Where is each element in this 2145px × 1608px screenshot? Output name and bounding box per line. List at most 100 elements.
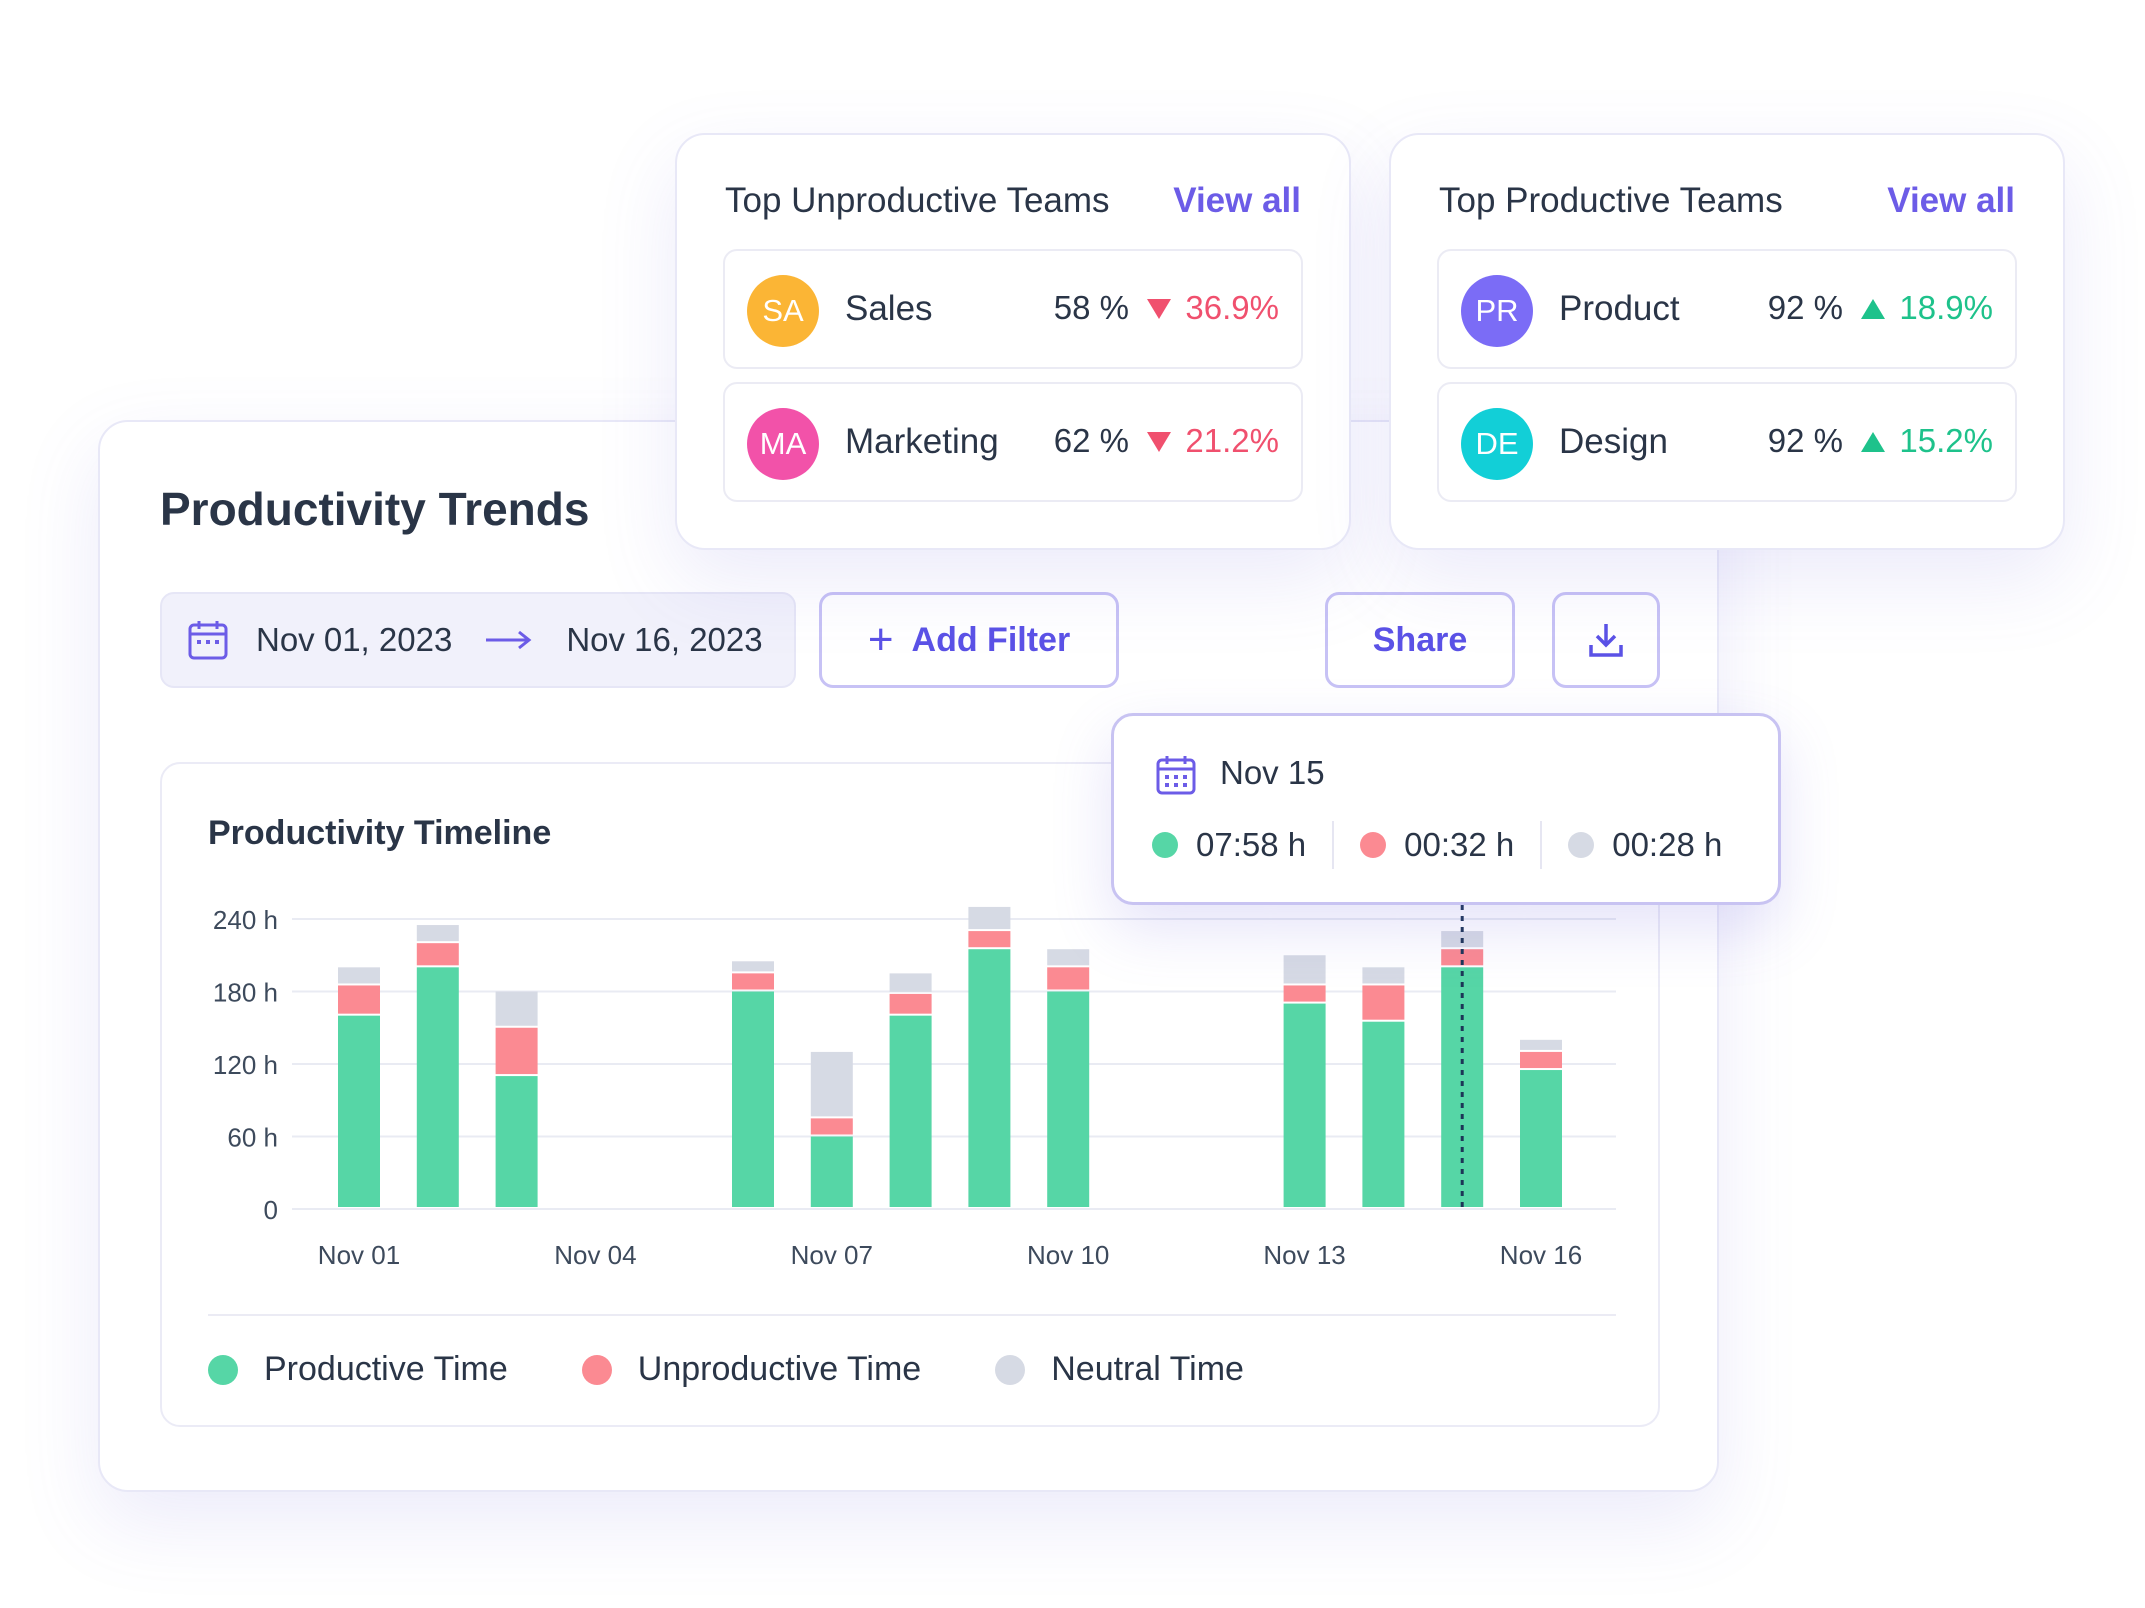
x-tick-label: Nov 13: [1263, 1240, 1345, 1270]
unproductive-bar-segment: [1362, 985, 1405, 1020]
chart-tooltip: Nov 15 07:58 h 00:32 h 00:28 h: [1111, 713, 1781, 905]
team-percentage: 62 %: [1053, 422, 1129, 459]
chart-title: Productivity Timeline: [208, 814, 552, 852]
x-tick-label: Nov 16: [1500, 1240, 1582, 1270]
y-tick-label: 0: [264, 1195, 278, 1225]
neutral-dot: [1568, 832, 1595, 858]
team-name: Sales: [845, 289, 933, 328]
y-tick-label: 180 h: [213, 978, 278, 1008]
avatar: MA: [747, 408, 819, 480]
calendar-icon: [1156, 756, 1196, 795]
tooltip-neutral: 00:28 h: [1568, 826, 1722, 864]
productive-bar-segment: [495, 1076, 538, 1207]
share-label: Share: [1372, 620, 1468, 659]
download-icon: [1589, 624, 1623, 657]
arrow-right-icon: [486, 630, 532, 650]
productive-bar-segment: [338, 1015, 380, 1207]
add-filter-label: Add Filter: [911, 620, 1071, 659]
team-change: 36.9%: [1185, 289, 1279, 326]
y-tick-label: 120 h: [213, 1050, 278, 1080]
unproductive-bar-segment: [416, 943, 459, 966]
team-row-product[interactable]: PR Product 92 % 18.9%: [1437, 249, 2017, 369]
neutral-bar-segment: [416, 925, 459, 942]
view-all-link[interactable]: View all: [1887, 181, 2015, 220]
productivity-timeline-chart: 0 60 h 120 h 180 h 240 h Nov 01 Nov 04 Nov 07 No…: [213, 894, 1616, 1270]
trend-up-icon: [1861, 299, 1885, 319]
neutral-bar-segment: [1362, 967, 1405, 984]
share-button[interactable]: Share: [1325, 592, 1515, 688]
productive-bar-segment: [416, 967, 459, 1207]
productive-bar-segment: [1283, 1003, 1326, 1207]
x-tick-label: Nov 10: [1027, 1240, 1109, 1270]
team-change: 15.2%: [1899, 422, 1993, 459]
divider: [208, 1314, 1616, 1316]
y-tick-label: 60 h: [227, 1123, 278, 1153]
neutral-bar-segment: [338, 967, 380, 984]
separator: [1540, 821, 1543, 869]
unproductive-bar-segment: [1047, 967, 1090, 990]
productive-bar-segment: [1047, 991, 1090, 1207]
team-change: 21.2%: [1185, 422, 1279, 459]
tooltip-unproductive: 00:32 h: [1360, 826, 1514, 864]
team-percentage: 92 %: [1767, 289, 1843, 326]
x-tick-label: Nov 04: [554, 1240, 636, 1270]
plus-icon: +: [867, 615, 894, 664]
trend-down-icon: [1147, 299, 1171, 319]
trend-down-icon: [1147, 432, 1171, 452]
neutral-bar-segment: [889, 973, 932, 992]
neutral-bar-segment: [732, 961, 774, 972]
chart-legend: Productive Time Unproductive Time Neutra…: [208, 1350, 1318, 1389]
x-tick-label: Nov 01: [318, 1240, 400, 1270]
card-title: Top Productive Teams: [1439, 181, 1783, 220]
download-button[interactable]: [1552, 592, 1660, 688]
tooltip-productive: 07:58 h: [1152, 826, 1306, 864]
top-productive-teams-card: Top Productive Teams View all PR Product…: [1389, 133, 2065, 550]
tooltip-values: 07:58 h 00:32 h 00:28 h: [1152, 821, 1722, 869]
productive-bar-segment: [810, 1136, 853, 1207]
avatar: SA: [747, 275, 819, 347]
productive-bar-segment: [1362, 1021, 1405, 1207]
team-change: 18.9%: [1899, 289, 1993, 326]
unproductive-bar-segment: [732, 973, 774, 990]
unproductive-bar-segment: [1520, 1051, 1562, 1069]
productive-bar-segment: [732, 991, 774, 1207]
team-row-sales[interactable]: SA Sales 58 % 36.9%: [723, 249, 1303, 369]
separator: [1332, 821, 1335, 869]
legend-dot-unproductive: [581, 1354, 612, 1385]
avatar: DE: [1461, 408, 1533, 480]
legend-item-productive: Productive Time: [208, 1350, 508, 1389]
neutral-bar-segment: [968, 906, 1011, 930]
team-name: Product: [1559, 289, 1680, 328]
team-row-design[interactable]: DE Design 92 % 15.2%: [1437, 382, 2017, 502]
unproductive-bar-segment: [495, 1027, 538, 1075]
team-row-marketing[interactable]: MA Marketing 62 % 21.2%: [723, 382, 1303, 502]
add-filter-button[interactable]: + Add Filter: [819, 592, 1119, 688]
unproductive-bar-segment: [889, 993, 932, 1014]
date-end: Nov 16, 2023: [566, 621, 763, 658]
trend-up-icon: [1861, 432, 1885, 452]
neutral-bar-segment: [1047, 949, 1090, 966]
unproductive-bar-segment: [968, 931, 1011, 948]
productivity-trends-card: Productivity Trends Nov 01, 2023 Nov 16,…: [98, 420, 1719, 1492]
legend-item-neutral: Neutral Time: [995, 1350, 1244, 1389]
neutral-bar-segment: [1283, 955, 1326, 984]
unproductive-bar-segment: [1441, 949, 1484, 966]
tooltip-productive-value: 07:58 h: [1196, 826, 1307, 863]
legend-label-unproductive: Unproductive Time: [637, 1350, 922, 1388]
card-title: Top Unproductive Teams: [725, 181, 1110, 220]
legend-dot-productive: [208, 1354, 238, 1385]
legend-label-neutral: Neutral Time: [1051, 1350, 1244, 1388]
team-percentage: 92 %: [1767, 422, 1843, 459]
x-tick-label: Nov 07: [791, 1240, 873, 1270]
legend-dot-neutral: [995, 1354, 1026, 1385]
unproductive-dot: [1360, 832, 1387, 858]
productive-bar-segment: [1520, 1070, 1562, 1207]
legend-item-unproductive: Unproductive Time: [581, 1350, 922, 1389]
view-all-link[interactable]: View all: [1173, 181, 1301, 220]
team-percentage: 58 %: [1053, 289, 1129, 326]
page-title: Productivity Trends: [160, 483, 590, 535]
productive-bar-segment: [889, 1015, 932, 1207]
productive-dot: [1152, 832, 1178, 858]
date-range-picker[interactable]: Nov 01, 2023 Nov 16, 2023: [160, 592, 796, 688]
date-start: Nov 01, 2023: [256, 621, 453, 658]
